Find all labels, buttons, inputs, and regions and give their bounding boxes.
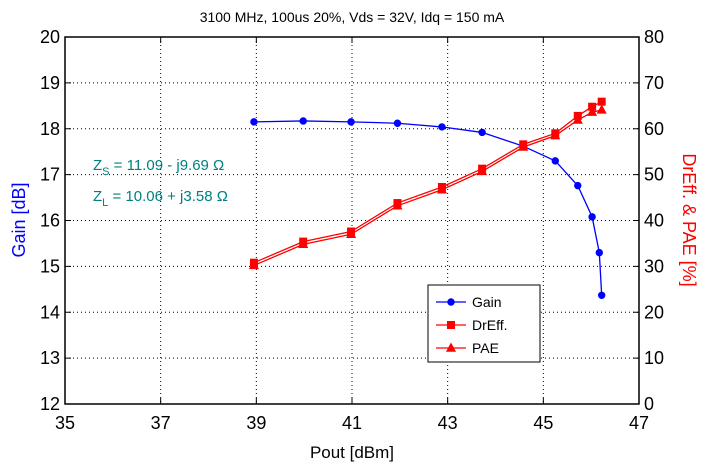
pae-data-point [550, 130, 561, 140]
y-right-tick-label: 30 [644, 256, 664, 276]
gain-series-points [250, 117, 606, 299]
y-right-tick-label: 10 [644, 348, 664, 368]
chart-title: 3100 MHz, 100us 20%, Vds = 32V, Idq = 15… [200, 9, 505, 25]
x-tick-label: 35 [55, 413, 75, 433]
gain-data-point [347, 118, 355, 126]
legend: Gain DrEff. PAE [427, 284, 541, 363]
source-impedance-annotation: ZS = 11.09 - j9.69 Ω [93, 157, 224, 178]
pae-data-point [346, 228, 357, 238]
pae-data-point [518, 141, 529, 151]
x-tick-label: 43 [438, 413, 458, 433]
pae-data-point [477, 165, 488, 176]
gain-data-point [574, 181, 582, 190]
y-left-tick-label: 16 [40, 211, 60, 231]
legend-marker-dreff [447, 321, 455, 329]
gain-data-point [393, 119, 402, 127]
gain-data-point [551, 157, 559, 165]
dreff-data-point [597, 97, 606, 106]
pae-data-point [298, 238, 309, 249]
legend-label-gain: Gain [472, 294, 502, 310]
annotation-main: Z [93, 157, 102, 174]
y-left-tick-label: 14 [40, 302, 60, 322]
annotation-value: = 10.06 + j3.58 Ω [108, 188, 228, 205]
legend-marker-pae [445, 342, 457, 352]
y-axis-left-label: Gain [dB] [9, 182, 29, 257]
y-right-tick-label: 40 [644, 211, 664, 231]
axis-ticks [64, 36, 640, 405]
y-left-tick-label: 18 [40, 119, 60, 139]
gain-data-point [250, 118, 258, 126]
gain-series-line [253, 120, 603, 296]
x-tick-label: 47 [629, 413, 649, 433]
pae-data-point [436, 184, 447, 194]
pae-data-point [248, 259, 259, 270]
x-axis-label: Pout [dBm] [310, 443, 394, 462]
y-left-tick-label: 19 [40, 73, 60, 93]
gain-data-point [478, 128, 486, 137]
y-right-tick-label: 20 [644, 302, 664, 322]
y-left-tick-label: 15 [40, 256, 60, 276]
gain-data-point [588, 213, 596, 221]
pae-data-point [596, 104, 607, 114]
annotation-value: = 11.09 - j9.69 Ω [110, 157, 225, 174]
gain-data-point [299, 117, 307, 125]
pae-series-points [248, 104, 607, 270]
legend-label-dreff: DrEff. [472, 317, 508, 333]
gain-data-point [595, 248, 603, 257]
load-impedance-annotation: ZL = 10.06 + j3.58 Ω [93, 188, 228, 209]
legend-marker-gain [447, 298, 455, 306]
pae-data-point [572, 114, 583, 124]
gain-data-point [438, 123, 446, 131]
y-left-tick-label: 17 [40, 165, 60, 185]
y-left-tick-label: 20 [40, 27, 60, 47]
legend-label-pae: PAE [472, 340, 499, 356]
y-right-tick-label: 70 [644, 73, 664, 93]
y-axis-right-label: DrEff. & PAE [%] [679, 153, 699, 286]
x-tick-label: 37 [151, 413, 171, 433]
y-right-tick-label: 80 [644, 27, 664, 47]
y-left-tick-label: 13 [40, 348, 60, 368]
y-right-tick-label: 0 [644, 394, 654, 414]
y-left-tick-label: 12 [40, 394, 60, 414]
legend-box [427, 284, 541, 363]
annotation-subscript: L [102, 197, 108, 209]
x-tick-label: 41 [342, 413, 362, 433]
annotation-subscript: S [102, 166, 109, 178]
y-right-tick-label: 50 [644, 165, 664, 185]
y-right-tick-label: 60 [644, 119, 664, 139]
legend-items: Gain DrEff. PAE [436, 294, 508, 356]
x-tick-label: 45 [533, 413, 553, 433]
pae-data-point [587, 106, 598, 116]
annotation-main: Z [93, 188, 102, 205]
pae-data-point [392, 200, 403, 210]
x-tick-label: 39 [246, 413, 266, 433]
gain-data-point [597, 291, 606, 299]
series-lines [248, 97, 607, 299]
